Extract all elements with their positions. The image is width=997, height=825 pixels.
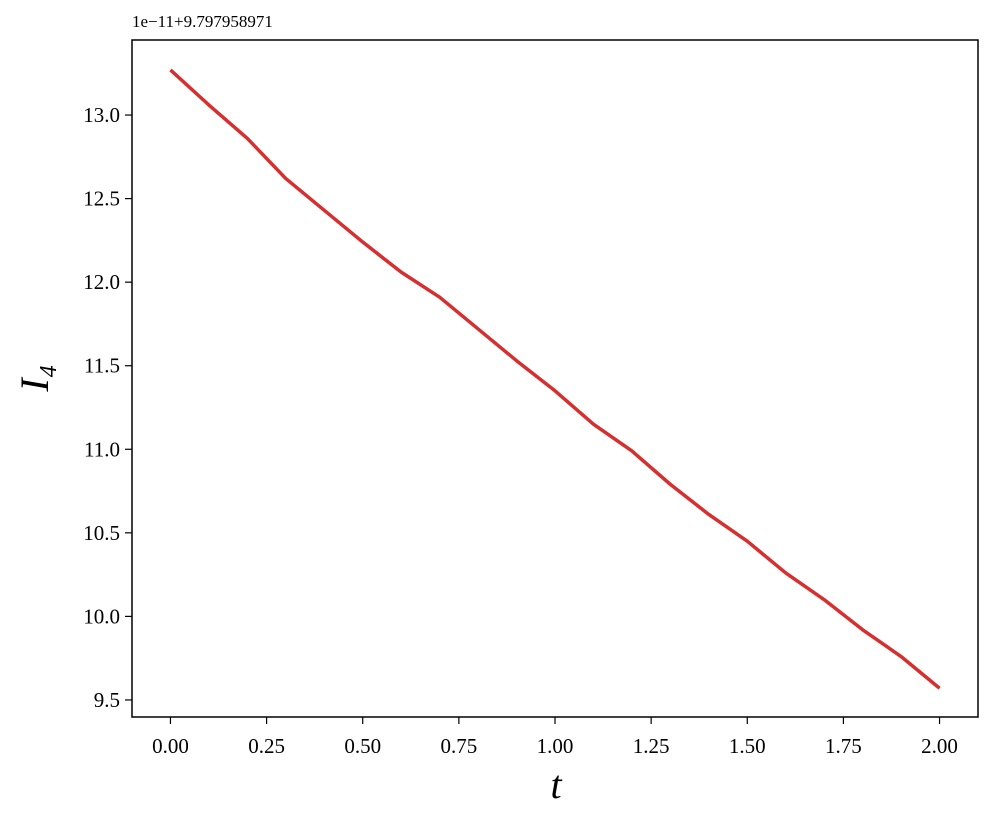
offset-text: 1e−11+9.797958971 bbox=[132, 12, 273, 31]
y-tick-label: 11.5 bbox=[84, 354, 120, 378]
x-tick-label: 0.75 bbox=[440, 734, 477, 758]
y-tick-label: 12.5 bbox=[83, 187, 120, 211]
x-tick-label: 2.00 bbox=[921, 734, 958, 758]
x-tick-label: 0.25 bbox=[248, 734, 285, 758]
plot-frame bbox=[131, 39, 979, 718]
x-tick-label: 1.75 bbox=[825, 734, 862, 758]
y-tick-label: 11.0 bbox=[84, 437, 120, 461]
x-axis-label: t bbox=[550, 762, 562, 807]
y-tick-label: 9.5 bbox=[94, 688, 120, 712]
x-tick-label: 0.00 bbox=[152, 734, 189, 758]
x-tick-label: 0.50 bbox=[344, 734, 381, 758]
x-tick-label: 1.00 bbox=[537, 734, 574, 758]
y-axis-label: I₄ bbox=[12, 364, 57, 392]
y-tick-label: 10.5 bbox=[83, 521, 120, 545]
y-tick-label: 12.0 bbox=[83, 270, 120, 294]
y-tick-label: 13.0 bbox=[83, 103, 120, 127]
data-line bbox=[169, 68, 941, 690]
x-tick-label: 1.50 bbox=[729, 734, 766, 758]
y-tick-label: 10.0 bbox=[83, 604, 120, 628]
x-tick-label: 1.25 bbox=[633, 734, 670, 758]
